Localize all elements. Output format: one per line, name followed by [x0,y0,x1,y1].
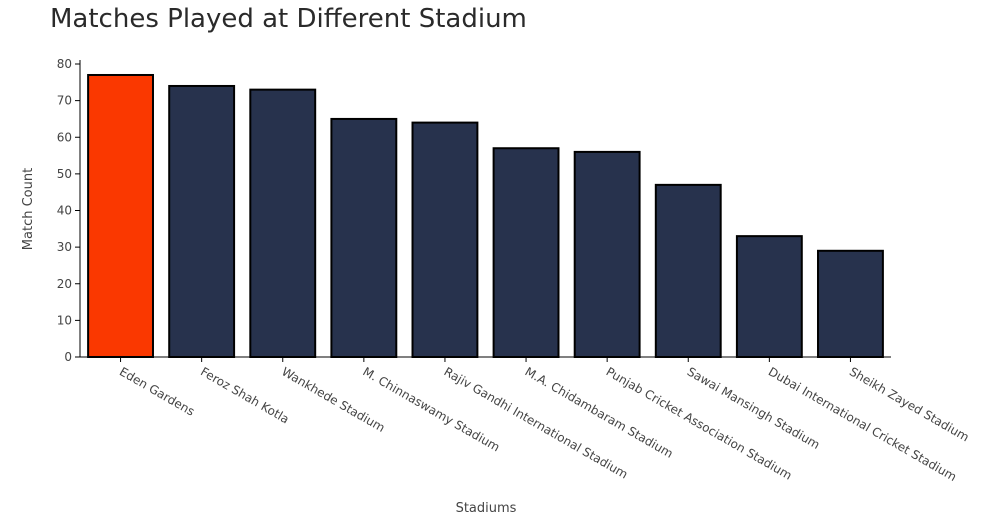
y-tick-label: 80 [57,57,72,71]
bar-7[interactable] [573,150,641,358]
bar-5[interactable] [411,121,479,358]
y-axis-title: Match Count [21,168,36,250]
bar-6[interactable] [492,147,560,358]
bar-1[interactable] [87,73,154,359]
x-tick-label: M. Chinnaswamy Stadium [360,364,502,454]
chart-title: Matches Played at Different Stadium [50,4,527,34]
bar-9[interactable] [735,235,803,358]
y-tick-label: 0 [64,350,72,364]
x-tick-label: Feroz Shah Kotla [198,364,291,426]
x-axis-title: Stadiums [456,501,517,516]
bar-4[interactable] [330,117,398,358]
bars-group [87,73,884,359]
y-tick-label: 70 [57,94,72,108]
y-tick-label: 60 [57,130,72,144]
y-tick-label: 40 [57,204,72,218]
y-axis: 0 10 20 30 40 50 60 70 80 [57,57,81,364]
x-tick-label: Eden Gardens [117,364,197,418]
bar-2[interactable] [168,84,236,358]
x-tick-label: Sawai Mansingh Stadium [685,364,823,451]
bar-10[interactable] [817,249,884,359]
x-tick-label: M.A. Chidambaram Stadium [523,364,676,460]
bar-3[interactable] [249,88,317,358]
y-tick-label: 50 [57,167,72,181]
y-tick-label: 30 [57,240,72,254]
bar-8[interactable] [654,183,722,358]
y-tick-label: 20 [57,277,72,291]
y-tick-label: 10 [57,313,72,327]
